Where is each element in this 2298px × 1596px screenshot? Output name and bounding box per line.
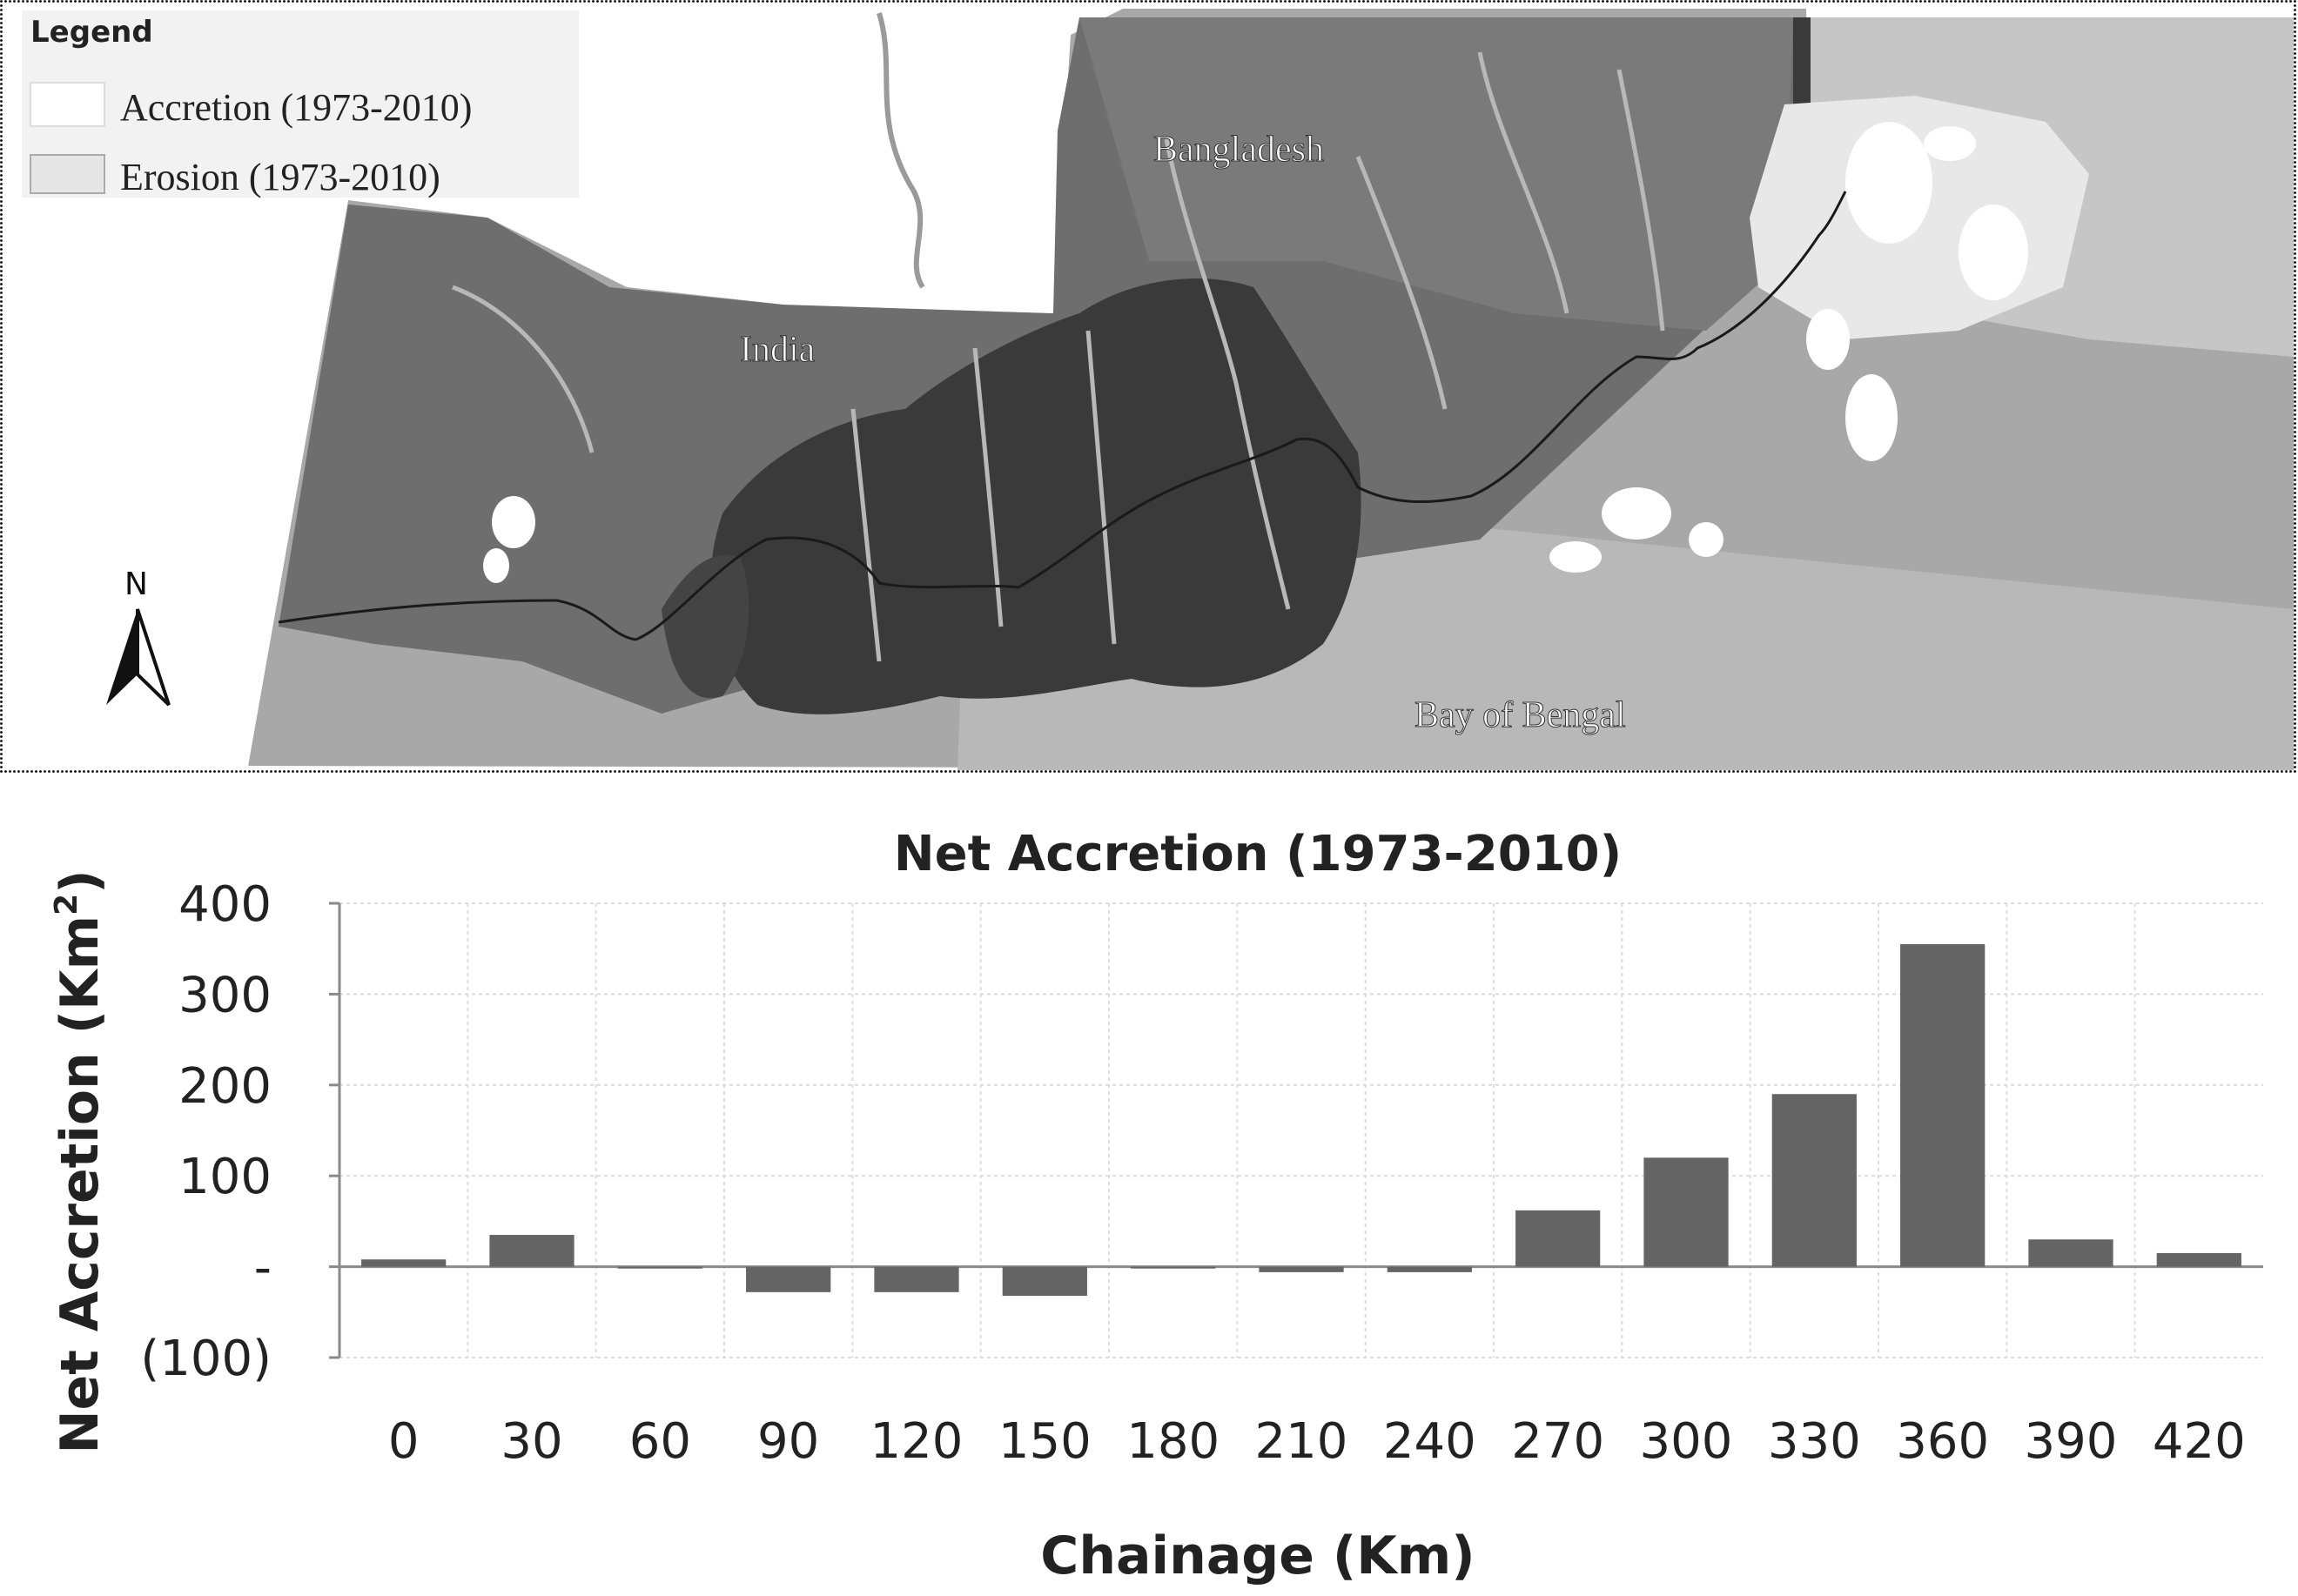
legend-label-accretion: Accretion (1973-2010) xyxy=(120,86,472,129)
label-bay-of-bengal: Bay of Bengal xyxy=(1414,695,1626,735)
rivers xyxy=(452,12,1665,662)
bar xyxy=(2156,1252,2241,1267)
bar xyxy=(874,1266,959,1292)
bar xyxy=(1259,1266,1344,1272)
map-image: Legend Accretion (1973-2010) Erosion (19… xyxy=(0,0,2298,775)
legend-label-erosion: Erosion (1973-2010) xyxy=(120,156,440,198)
x-tick-label: 210 xyxy=(1255,1413,1348,1470)
x-axis-label: Chainage (Km) xyxy=(1040,1526,1475,1586)
map-frame xyxy=(0,0,2298,775)
x-tick-label: 150 xyxy=(998,1413,1092,1470)
accretion-patches xyxy=(483,96,2089,583)
x-tick-label: 420 xyxy=(2153,1413,2246,1470)
y-tick-label: 200 xyxy=(178,1058,272,1115)
legend-swatch-accretion xyxy=(30,82,105,127)
x-tick-label: 300 xyxy=(1640,1413,1733,1470)
upper-river xyxy=(877,12,925,289)
bar xyxy=(1771,1094,1857,1267)
y-axis-label-main: Net Accretion (Km xyxy=(50,915,111,1454)
x-tick-label: 90 xyxy=(757,1413,819,1470)
bangladesh-land xyxy=(1079,17,1793,331)
bar xyxy=(361,1259,447,1267)
bar xyxy=(1643,1157,1729,1267)
bar xyxy=(1387,1266,1472,1272)
y-tick-label: 400 xyxy=(178,876,272,933)
legend-title: Legend xyxy=(30,15,153,50)
bar xyxy=(1515,1210,1601,1267)
y-tick-labels: 400 300 200 100 - (100) xyxy=(140,876,272,1387)
y-tick-label: (100) xyxy=(140,1331,272,1387)
north-label: N xyxy=(124,567,148,602)
x-tick-label: 390 xyxy=(2025,1413,2118,1470)
x-tick-label: 60 xyxy=(629,1413,691,1470)
bar xyxy=(617,1266,702,1269)
x-tick-label: 0 xyxy=(388,1413,420,1470)
bar-chart: Net Accretion (1973-2010) 400300200100-(… xyxy=(49,826,2263,1586)
x-tick-label: 120 xyxy=(870,1413,964,1470)
bar xyxy=(1002,1266,1087,1297)
legend-box xyxy=(22,10,579,198)
chart-panel: Net Accretion (1973-2010) 400 300 200 100-(… xyxy=(0,775,2298,1593)
x-tick-label: 270 xyxy=(1511,1413,1604,1470)
y-tick-label: - xyxy=(254,1240,272,1297)
y-tick-label: 100 xyxy=(178,1149,272,1205)
x-tick-labels: 0 30 60 90 120 150 180 210 240 270 300 330 360 390 420 xyxy=(388,1413,2246,1470)
x-tick-label: 360 xyxy=(1896,1413,1989,1470)
mangrove-island-west xyxy=(662,554,749,699)
y-tick-label: 300 xyxy=(178,967,272,1023)
label-bangladesh: Bangladesh xyxy=(1153,130,1324,170)
satellite-map: Legend Accretion (1973-2010) Erosion (19… xyxy=(0,0,2298,775)
x-tick-label: 180 xyxy=(1126,1413,1220,1470)
y-axis-label-close: ) xyxy=(50,869,111,893)
label-india: India xyxy=(740,330,816,370)
y-axis-label-sup: 2 xyxy=(49,894,84,915)
x-tick-label: 330 xyxy=(1768,1413,1861,1470)
x-tick-label: 240 xyxy=(1383,1413,1476,1470)
border-line xyxy=(278,191,1847,641)
y-axis-label: Net Accretion (Km2) xyxy=(49,869,111,1453)
north-arrow-icon: N xyxy=(106,567,171,707)
map-legend: Legend Accretion (1973-2010) Erosion (19… xyxy=(22,10,579,198)
bar xyxy=(1131,1266,1216,1269)
bar xyxy=(746,1266,831,1292)
bar xyxy=(2028,1239,2113,1267)
bar xyxy=(1900,943,1986,1267)
bar xyxy=(489,1235,574,1267)
legend-swatch-erosion xyxy=(30,154,105,194)
chart-title: Net Accretion (1973-2010) xyxy=(894,826,1622,882)
x-tick-label: 30 xyxy=(501,1413,562,1470)
bars xyxy=(361,943,2241,1297)
